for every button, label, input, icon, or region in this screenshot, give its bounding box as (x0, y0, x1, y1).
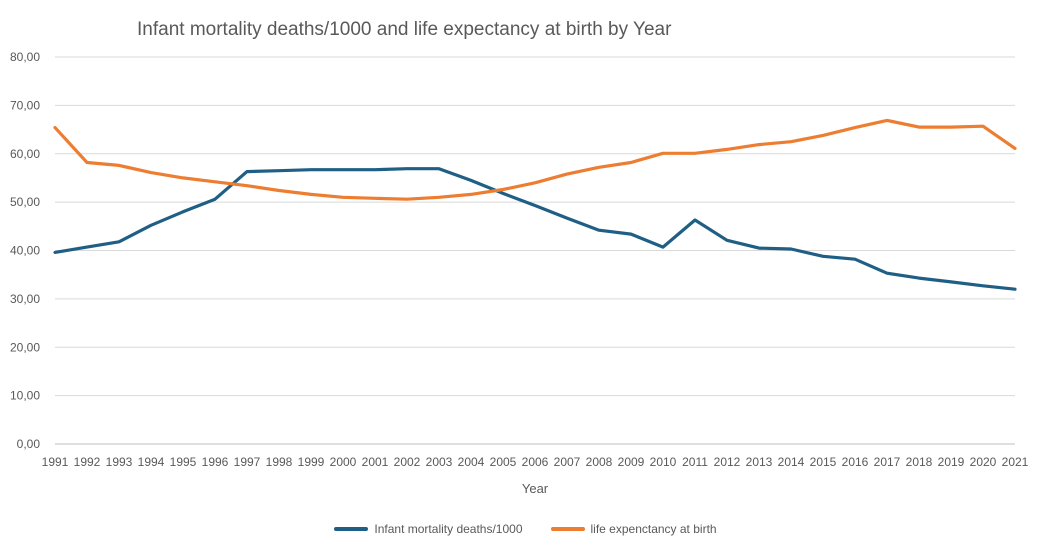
x-tick-label: 1996 (202, 455, 229, 469)
y-tick-label: 40,00 (10, 244, 40, 258)
x-tick-label: 2020 (970, 455, 997, 469)
x-tick-label: 2016 (842, 455, 869, 469)
legend-swatch-life-expectancy (550, 527, 585, 531)
x-tick-label: 2000 (330, 455, 357, 469)
x-tick-label: 1991 (42, 455, 69, 469)
x-tick-label: 2014 (778, 455, 805, 469)
x-tick-label: 2009 (618, 455, 645, 469)
x-tick-label: 2018 (906, 455, 933, 469)
y-tick-label: 10,00 (10, 389, 40, 403)
legend-label-infant-mortality: Infant mortality deaths/1000 (374, 522, 523, 536)
y-tick-label: 70,00 (10, 98, 40, 112)
x-tick-label: 1998 (266, 455, 293, 469)
series-line-life-expectancy (53, 118, 1017, 201)
x-tick-labels: 1991 1992 1993 1994 1995 1996 1997 1998 1999 2000… (42, 455, 1029, 469)
x-tick-label: 2003 (426, 455, 453, 469)
x-tick-label: 2012 (714, 455, 741, 469)
x-tick-label: 2021 (1002, 455, 1029, 469)
x-tick-label: 1993 (106, 455, 133, 469)
x-tick-label: 2017 (874, 455, 901, 469)
chart-title: Infant mortality deaths/1000 and life ex… (137, 19, 672, 40)
legend: Infant mortality deaths/1000 life expenc… (0, 522, 1051, 536)
legend-item-infant-mortality: Infant mortality deaths/1000 (334, 522, 523, 536)
y-tick-label: 60,00 (10, 147, 40, 161)
y-tick-label: 0,00 (17, 437, 41, 451)
x-tick-label: 2010 (650, 455, 677, 469)
x-tick-label: 2002 (394, 455, 421, 469)
gridlines (55, 56, 1015, 445)
x-tick-label: 2019 (938, 455, 965, 469)
x-axis-label: Year (522, 481, 549, 496)
y-tick-label: 50,00 (10, 195, 40, 209)
x-tick-label: 2005 (490, 455, 517, 469)
y-tick-labels: 0,00 10,00 20,00 30,00 40,00 50,00 60,00 70,00 8… (10, 50, 40, 451)
x-tick-label: 1999 (298, 455, 325, 469)
x-tick-label: 1992 (74, 455, 101, 469)
y-tick-label: 80,00 (10, 50, 40, 64)
x-tick-label: 1995 (170, 455, 197, 469)
legend-item-life-expectancy: life expenctancy at birth (550, 522, 717, 536)
x-tick-label: 2006 (522, 455, 549, 469)
legend-label-life-expectancy: life expenctancy at birth (590, 522, 717, 536)
x-tick-label: 2008 (586, 455, 613, 469)
y-tick-label: 20,00 (10, 340, 40, 354)
x-tick-label: 1997 (234, 455, 261, 469)
x-tick-label: 2007 (554, 455, 581, 469)
x-tick-label: 2004 (458, 455, 485, 469)
x-tick-label: 2015 (810, 455, 837, 469)
series-lines (53, 118, 1017, 291)
x-tick-label: 2013 (746, 455, 773, 469)
x-tick-label: 1994 (138, 455, 165, 469)
x-tick-label: 2001 (362, 455, 389, 469)
series-line-infant-mortality (53, 167, 1017, 291)
legend-swatch-infant-mortality (334, 527, 369, 531)
y-tick-label: 30,00 (10, 292, 40, 306)
x-tick-label: 2011 (682, 455, 708, 469)
